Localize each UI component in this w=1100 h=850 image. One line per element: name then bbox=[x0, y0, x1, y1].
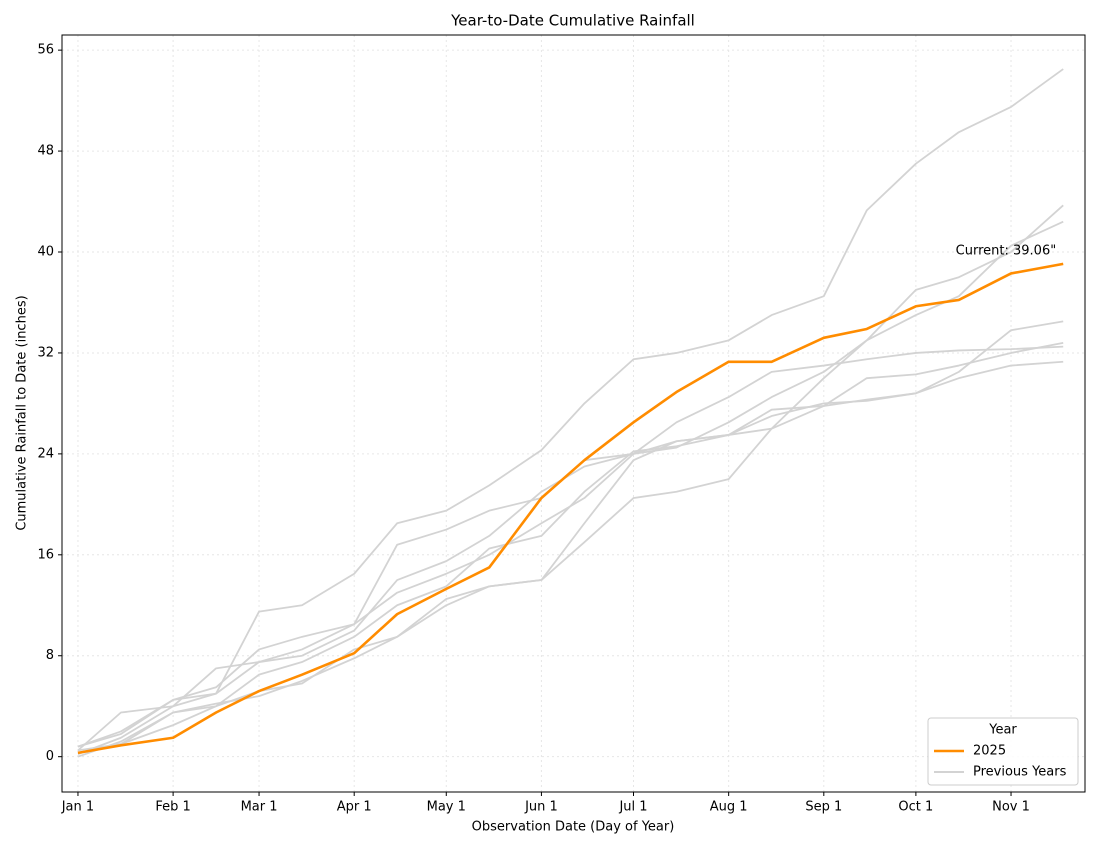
x-tick-label: Jan 1 bbox=[61, 800, 94, 815]
ticks: 0 8 16 24 32 40 48 56 Jan 1 Feb 1 Mar 1 Apr 1 May 1 J… bbox=[37, 43, 1029, 815]
x-tick-label: May 1 bbox=[427, 800, 466, 815]
x-tick-label: Aug 1 bbox=[710, 800, 748, 815]
y-tick-label: 24 bbox=[37, 446, 54, 461]
y-tick-label: 56 bbox=[37, 43, 54, 58]
legend-title: Year bbox=[988, 723, 1017, 738]
x-tick-label: Jul 1 bbox=[618, 800, 647, 815]
series-line bbox=[77, 345, 1064, 748]
series-line bbox=[77, 68, 1064, 752]
legend-box bbox=[927, 717, 1079, 786]
series-line bbox=[77, 341, 1064, 758]
y-tick-label: 40 bbox=[37, 245, 54, 260]
x-tick-label: Jun 1 bbox=[524, 800, 558, 815]
grid bbox=[62, 35, 1085, 792]
plot-lines bbox=[77, 68, 1064, 758]
series-line bbox=[77, 262, 1064, 755]
x-axis-label: Observation Date (Day of Year) bbox=[472, 820, 675, 835]
y-tick-label: 8 bbox=[46, 648, 54, 663]
y-tick-label: 32 bbox=[37, 345, 54, 360]
legend: Year 2025 Previous Years bbox=[927, 717, 1079, 786]
y-tick-label: 0 bbox=[46, 749, 54, 764]
x-tick-label: Apr 1 bbox=[337, 800, 372, 815]
x-tick-label: Mar 1 bbox=[241, 800, 278, 815]
y-tick-label: 48 bbox=[37, 144, 54, 159]
x-tick-label: Oct 1 bbox=[898, 800, 933, 815]
legend-label: Previous Years bbox=[973, 765, 1067, 780]
chart-title: Year-to-Date Cumulative Rainfall bbox=[450, 12, 695, 30]
series-line bbox=[77, 360, 1064, 754]
x-tick-label: Feb 1 bbox=[155, 800, 190, 815]
y-axis-label: Cumulative Rainfall to Date (inches) bbox=[15, 295, 30, 530]
y-tick-label: 16 bbox=[37, 547, 54, 562]
x-tick-label: Sep 1 bbox=[805, 800, 842, 815]
plot-frame bbox=[61, 34, 1086, 793]
annotation: Current: 39.06" bbox=[956, 243, 1057, 258]
x-tick-label: Nov 1 bbox=[992, 800, 1030, 815]
legend-label: 2025 bbox=[973, 744, 1006, 759]
